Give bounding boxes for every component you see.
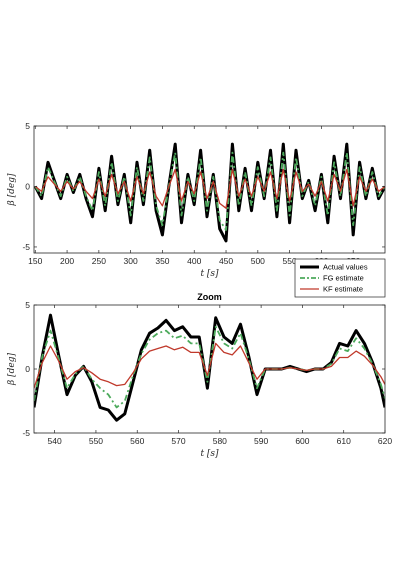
x-tick-label: 570 — [171, 436, 185, 446]
chart-title: Zoom — [197, 292, 222, 302]
x-tick-label: 400 — [187, 256, 201, 266]
x-axis-label: t [s] — [200, 449, 219, 459]
legend-label: KF estimate — [323, 285, 363, 294]
x-tick-label: 500 — [251, 256, 265, 266]
x-tick-label: 540 — [48, 436, 62, 446]
x-tick-label: 150 — [28, 256, 42, 266]
series-group — [34, 313, 385, 422]
series-line-kf-estimate — [34, 168, 385, 209]
x-tick-label: 600 — [295, 436, 309, 446]
y-tick-label: -5 — [22, 428, 30, 438]
y-tick-label: -5 — [22, 242, 30, 252]
series-line-kf-estimate — [34, 342, 385, 389]
x-tick-label: 590 — [254, 436, 268, 446]
legend-label: Actual values — [323, 263, 368, 272]
x-tick-label: 200 — [60, 256, 74, 266]
y-tick-label: 0 — [25, 364, 30, 374]
axes-box — [33, 125, 386, 254]
x-tick-label: 450 — [219, 256, 233, 266]
legend-box — [294, 258, 386, 298]
legend-label: FG estimate — [323, 274, 364, 283]
y-tick-label: 5 — [25, 300, 30, 310]
x-tick-label: 550 — [283, 256, 297, 266]
x-tick-label: 350 — [155, 256, 169, 266]
y-tick-label: 5 — [25, 121, 30, 131]
y-tick-label: 0 — [25, 181, 30, 191]
x-tick-label: 300 — [124, 256, 138, 266]
x-tick-label: 560 — [130, 436, 144, 446]
plot-area — [34, 126, 385, 253]
x-tick-label: 250 — [92, 256, 106, 266]
series-line-fg-estimate — [34, 151, 385, 231]
x-tick-label: 610 — [337, 436, 351, 446]
y-axis-label: β [deg] — [7, 173, 17, 206]
y-axis-label: β [deg] — [7, 353, 17, 386]
x-tick-label: 620 — [378, 436, 392, 446]
x-tick-label: 550 — [89, 436, 103, 446]
legend: Actual values FG estimate KF estimate — [294, 258, 386, 298]
x-axis-label: t [s] — [200, 269, 219, 279]
series-group — [34, 142, 385, 243]
series-line-actual-values — [34, 313, 385, 422]
plot-zoom: 540 550 560 570 580 590 600 610 620 -5 0 5 t [s] β [d… — [7, 258, 392, 459]
x-tick-label: 580 — [213, 436, 227, 446]
series-line-fg-estimate — [34, 325, 385, 409]
